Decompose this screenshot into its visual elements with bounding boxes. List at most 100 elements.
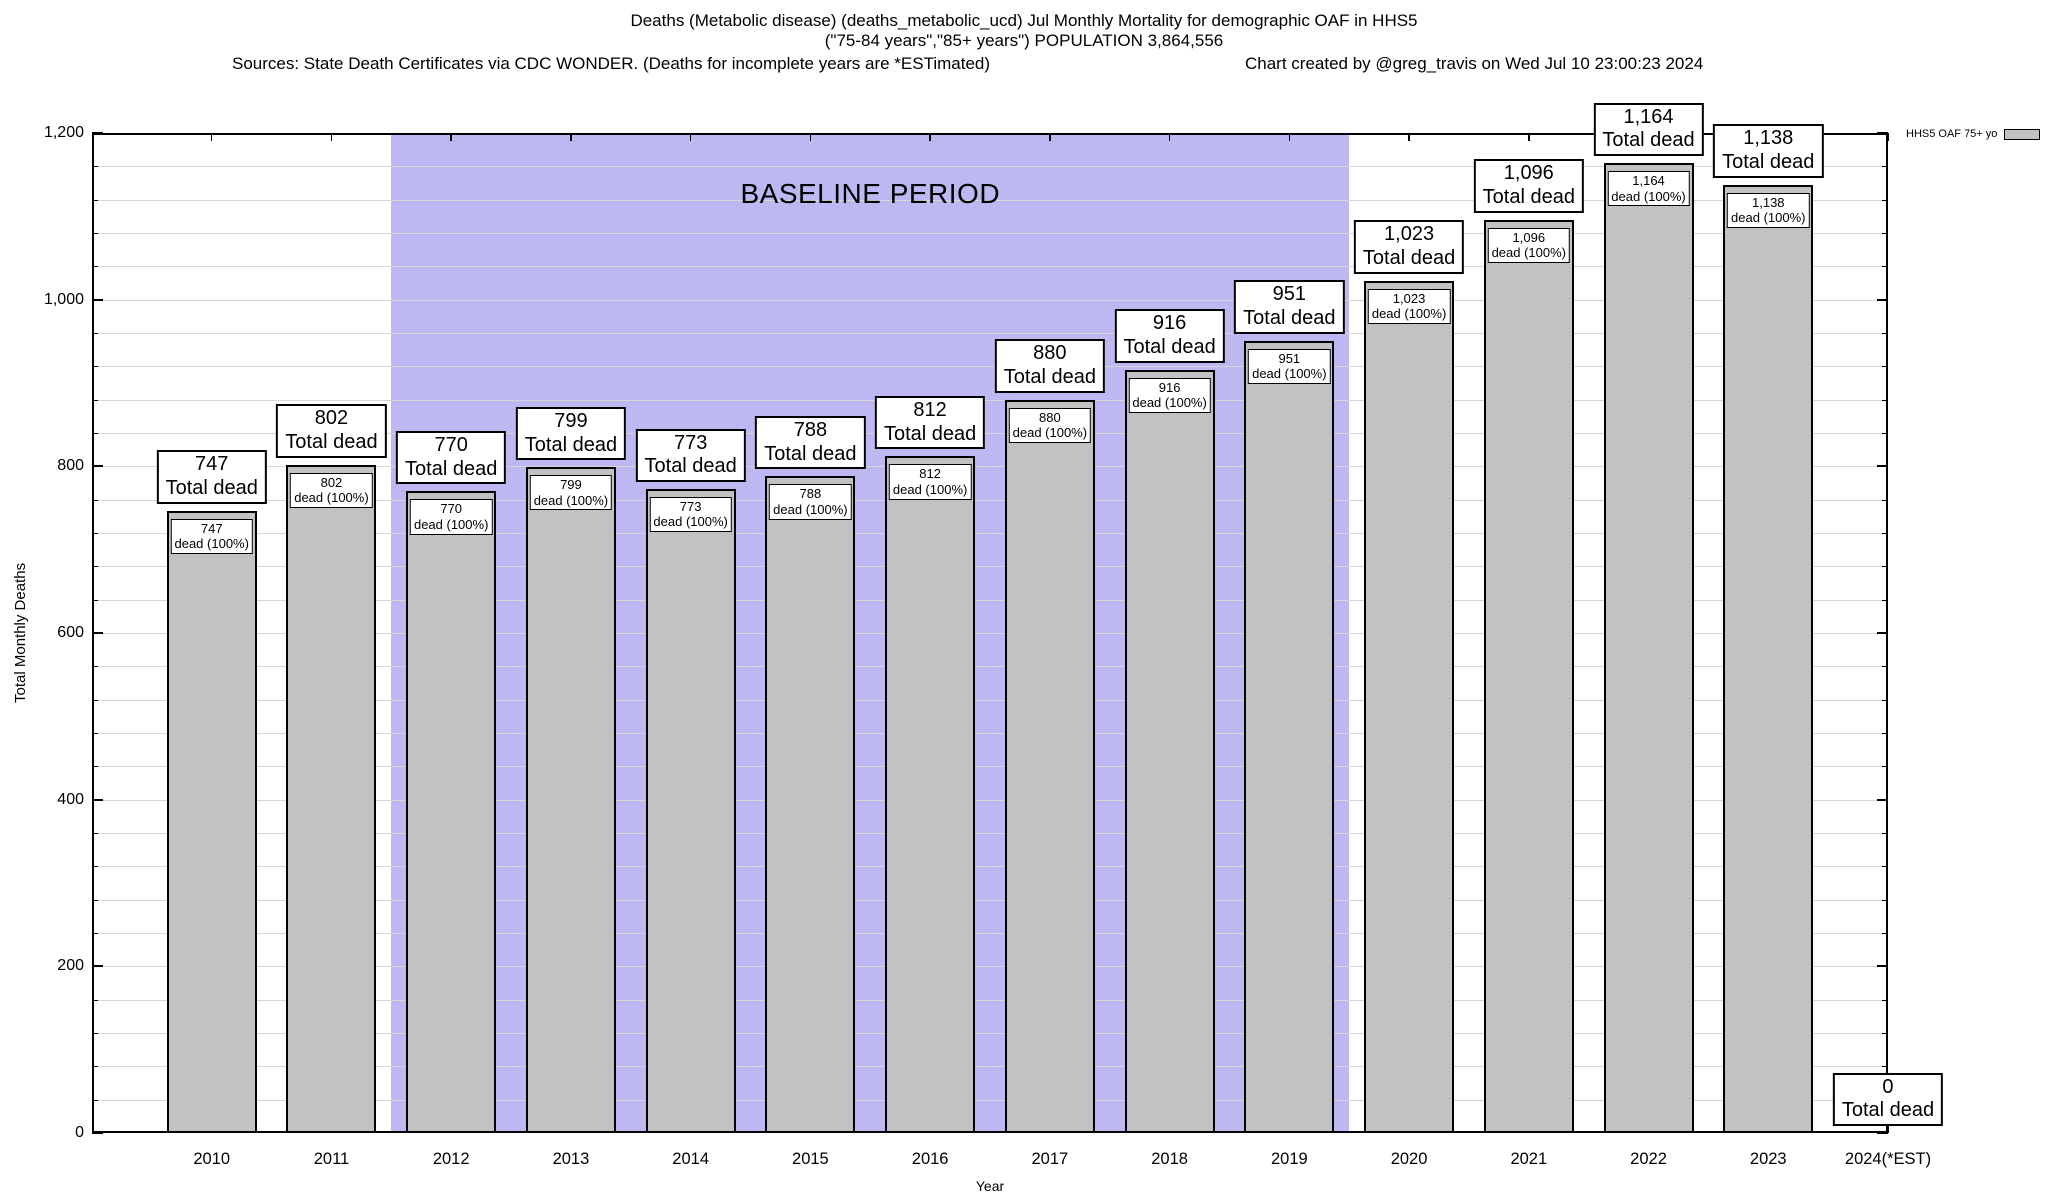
y-tick-label: 600 xyxy=(57,624,84,641)
y-tick-label: 200 xyxy=(57,957,84,975)
y-tick xyxy=(92,465,103,468)
gridline xyxy=(92,399,1888,401)
y-minor-tick xyxy=(1882,399,1888,401)
chart-credit: Chart created by @greg_travis on Wed Jul… xyxy=(1245,54,1704,73)
y-minor-tick xyxy=(92,366,98,368)
y-tick xyxy=(1877,298,1888,301)
x-tick-label: 2024(*EST) xyxy=(1844,1150,1932,1168)
x-axis-label: Year xyxy=(975,1178,1005,1194)
y-minor-tick xyxy=(1882,266,1888,268)
y-minor-tick xyxy=(1882,999,1888,1001)
x-tick xyxy=(1887,133,1889,141)
bar-outer-label: 0 Total dead xyxy=(1832,1072,1944,1126)
gridline xyxy=(92,299,1888,301)
y-tick-label: 1,200 xyxy=(43,124,84,141)
gridline xyxy=(92,799,1888,801)
bar-inner-label: 812 dead (100%) xyxy=(888,464,972,500)
bar xyxy=(166,510,257,1133)
x-tick-label: 2018 xyxy=(1151,1150,1188,1168)
legend-swatch-icon xyxy=(2004,128,2041,140)
bar-outer-label: 812 Total dead xyxy=(874,396,986,450)
y-tick xyxy=(92,798,103,801)
gridline xyxy=(92,999,1888,1001)
gridline xyxy=(92,166,1888,168)
y-minor-tick xyxy=(92,166,98,168)
y-tick xyxy=(92,1132,103,1134)
x-tick-label: 2023 xyxy=(1749,1150,1787,1168)
bar xyxy=(885,456,976,1133)
bar-inner-label: 951 dead (100%) xyxy=(1248,348,1331,384)
bar-inner-label: 773 dead (100%) xyxy=(649,496,732,533)
y-minor-tick xyxy=(1882,566,1888,568)
bar-inner-label: 1,138 dead (100%) xyxy=(1727,192,1810,228)
bar-outer-label: 799 Total dead xyxy=(515,406,627,461)
gridline xyxy=(92,366,1888,368)
x-tick xyxy=(1528,133,1530,141)
y-tick-label: 0 xyxy=(75,1124,84,1141)
bar-inner-label: 880 dead (100%) xyxy=(1008,407,1092,443)
bar-inner-label: 1,164 dead (100%) xyxy=(1607,171,1690,207)
y-minor-tick xyxy=(1882,1066,1888,1068)
y-minor-tick xyxy=(92,266,98,268)
y-minor-tick xyxy=(92,733,98,734)
legend: HHS5 OAF 75+ yo xyxy=(1906,128,2041,140)
bar-inner-label: 788 dead (100%) xyxy=(769,484,852,520)
x-tick xyxy=(450,133,452,141)
x-tick-label: 2015 xyxy=(792,1150,829,1168)
bar xyxy=(645,488,736,1133)
y-minor-tick xyxy=(1882,599,1888,601)
x-tick-label: 2016 xyxy=(911,1150,949,1168)
y-minor-tick xyxy=(92,866,98,868)
chart-sources: Sources: State Death Certificates via CD… xyxy=(232,54,991,73)
x-tick-label: 2013 xyxy=(552,1150,590,1168)
x-tick xyxy=(809,133,812,141)
y-minor-tick xyxy=(92,833,98,834)
y-minor-tick xyxy=(1882,499,1888,501)
chart-title-line2: ("75-84 years","85+ years") POPULATION 3… xyxy=(824,31,1224,50)
y-minor-tick xyxy=(92,1033,98,1034)
y-minor-tick xyxy=(92,399,98,401)
gridline xyxy=(92,733,1888,734)
x-tick xyxy=(1168,133,1171,141)
gridline xyxy=(92,866,1888,868)
y-minor-tick xyxy=(92,533,98,534)
bar xyxy=(1723,184,1814,1133)
y-minor-tick xyxy=(92,899,98,901)
y-tick xyxy=(1877,965,1888,968)
y-minor-tick xyxy=(1882,433,1888,434)
y-minor-tick xyxy=(1882,166,1888,168)
y-tick xyxy=(92,632,103,634)
bar xyxy=(1004,399,1095,1133)
bar-outer-label: 880 Total dead xyxy=(994,339,1106,393)
y-minor-tick xyxy=(1882,899,1888,901)
x-tick xyxy=(330,133,333,141)
bar-outer-label: 773 Total dead xyxy=(635,428,746,482)
y-minor-tick xyxy=(1882,733,1888,734)
gridline xyxy=(92,199,1888,201)
gridline xyxy=(92,433,1888,434)
bar-outer-label: 951 Total dead xyxy=(1234,280,1345,334)
y-minor-tick xyxy=(1882,866,1888,868)
bar-inner-label: 916 dead (100%) xyxy=(1128,377,1211,413)
bar xyxy=(286,464,377,1133)
gridline xyxy=(92,966,1888,968)
gridline xyxy=(92,666,1888,668)
y-minor-tick xyxy=(1882,233,1888,234)
bar-inner-label: 1,023 dead (100%) xyxy=(1367,288,1451,324)
bar-outer-label: 1,023 Total dead xyxy=(1353,220,1465,274)
y-minor-tick xyxy=(92,599,98,601)
gridline xyxy=(92,233,1888,234)
bar-outer-label: 747 Total dead xyxy=(156,450,267,504)
y-tick xyxy=(1877,632,1888,634)
gridline xyxy=(92,466,1888,468)
x-tick xyxy=(1288,133,1291,141)
bar-outer-label: 1,138 Total dead xyxy=(1713,124,1824,178)
y-tick-label: 400 xyxy=(57,790,84,808)
x-tick-label: 2020 xyxy=(1390,1150,1428,1168)
gridline xyxy=(92,933,1888,934)
y-minor-tick xyxy=(92,333,98,334)
y-minor-tick xyxy=(1882,699,1888,701)
y-minor-tick xyxy=(1882,766,1888,768)
bar-outer-label: 916 Total dead xyxy=(1114,309,1225,363)
bar-outer-label: 788 Total dead xyxy=(755,416,866,470)
